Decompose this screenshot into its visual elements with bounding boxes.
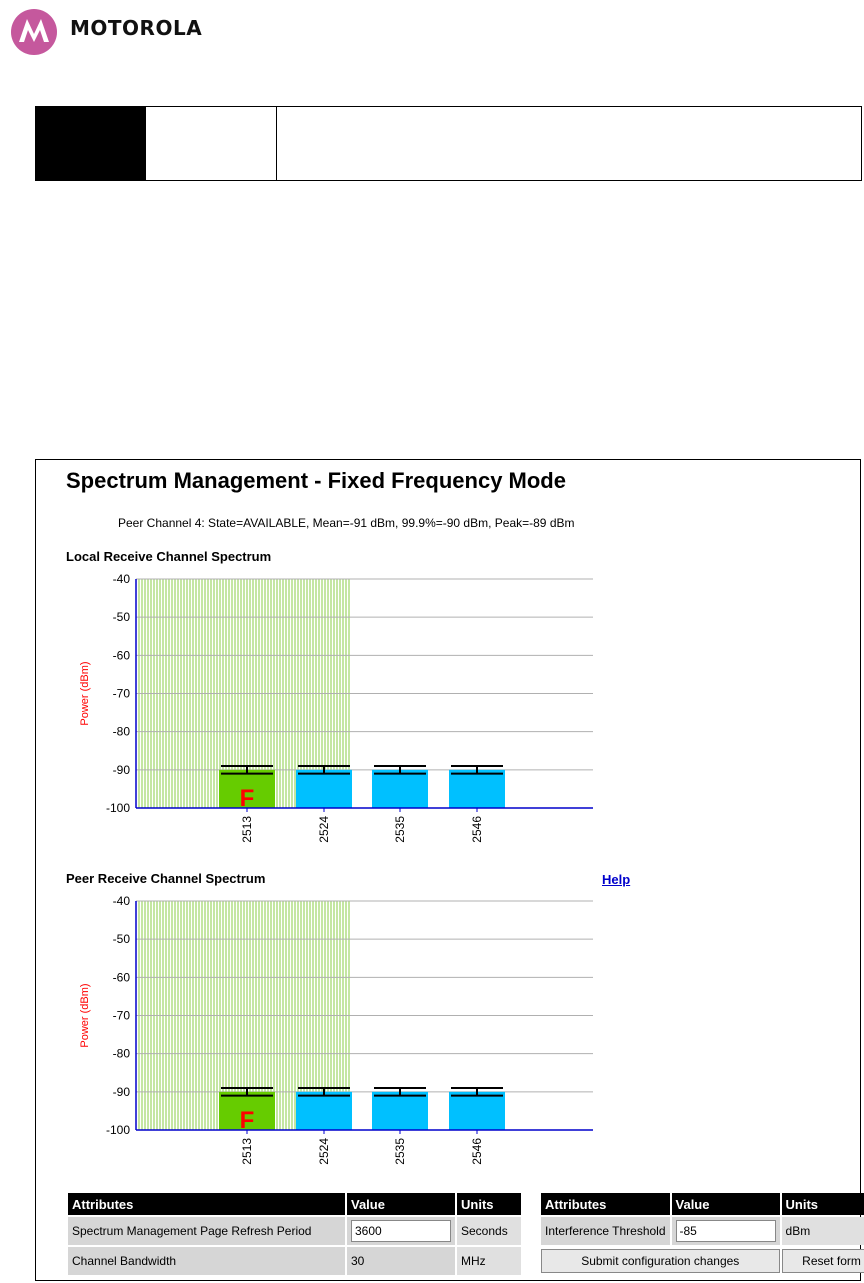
header-box-black-cell [36,107,146,180]
table-row: Spectrum Management Page Refresh Period … [68,1217,521,1245]
y-axis-label: Power (dBm) [79,661,91,725]
peer-channel-info: Peer Channel 4: State=AVAILABLE, Mean=-9… [118,516,575,530]
y-tick-label: -100 [106,801,130,815]
reset-cell: Reset form [781,1247,864,1275]
table-header: Attributes [541,1193,670,1215]
local-receive-chart: -40 -50 -60 -70 -80 -90 -100 F 2513 2524 2535 2546 P… [79,572,593,843]
x-tick-label: 2546 [470,816,484,843]
x-tick-label: 2535 [393,1138,407,1165]
y-tick-label: -50 [113,610,131,624]
spectrum-management-screenshot: Spectrum Management - Fixed Frequency Mo… [35,459,864,1281]
channel-bandwidth-value: 30 [347,1247,455,1275]
y-tick-label: -50 [113,932,131,946]
channel-bandwidth-label: Channel Bandwidth [68,1247,345,1275]
spectrum-bar [219,769,275,808]
spectrum-bar [449,1091,505,1130]
submit-cell: Submit configuration changes [541,1247,780,1275]
y-tick-label: -100 [106,1123,130,1137]
x-tick-label: 2524 [317,1138,331,1165]
y-tick-label: -80 [113,725,131,739]
spectrum-bar [296,1091,352,1130]
active-channel-marker: F [240,785,255,812]
peer-chart-title: Peer Receive Channel Spectrum [66,871,266,886]
reset-form-button[interactable]: Reset form [781,1249,864,1273]
x-tick-label: 2513 [240,816,254,843]
refresh-period-label: Spectrum Management Page Refresh Period [68,1217,345,1245]
spectrum-bar [219,1091,275,1130]
header-box-right-cell [277,107,861,180]
table-header: Value [671,1193,780,1215]
help-link[interactable]: Help [602,872,631,887]
table-header-row: Attributes Value Units [68,1193,521,1215]
x-tick-label: 2546 [470,1138,484,1165]
y-axis-label: Power (dBm) [79,983,91,1047]
logo-text: MOTOROLA [70,16,203,40]
interference-threshold-input[interactable] [675,1220,776,1242]
left-attributes-table: Attributes Value Units Spectrum Manageme… [66,1191,523,1277]
spectrum-bar [372,1091,428,1130]
peer-receive-chart: -40 -50 -60 -70 -80 -90 -100 F 2513 2524 2535 2546 P… [79,894,593,1165]
y-tick-label: -60 [113,648,131,662]
header-box [35,106,862,181]
spectrum-bar [372,769,428,808]
interference-threshold-label: Interference Threshold [541,1217,670,1245]
y-tick-label: -90 [113,763,131,777]
y-tick-label: -40 [113,572,131,586]
table-header: Attributes [68,1193,345,1215]
y-tick-label: -90 [113,1085,131,1099]
y-tick-label: -70 [113,687,131,701]
local-chart-title: Local Receive Channel Spectrum [66,549,272,564]
refresh-period-input[interactable] [351,1220,451,1242]
table-header: Units [781,1193,864,1215]
table-row: Channel Bandwidth 30 MHz [68,1247,521,1275]
x-tick-label: 2513 [240,1138,254,1165]
right-attributes-table: Attributes Value Units Interference Thre… [539,1191,864,1277]
header-box-middle-cell [146,107,277,180]
active-channel-marker: F [240,1107,255,1134]
submit-configuration-button[interactable]: Submit configuration changes [541,1249,780,1273]
motorola-batwing-icon [11,9,57,55]
table-row: Interference Threshold dBm [541,1217,864,1245]
x-tick-label: 2535 [393,816,407,843]
y-tick-label: -40 [113,894,131,908]
spectrum-bar [296,769,352,808]
y-tick-label: -60 [113,970,131,984]
table-header: Value [347,1193,455,1215]
interference-threshold-cell [671,1217,780,1245]
x-tick-label: 2524 [317,816,331,843]
interference-threshold-units: dBm [781,1217,864,1245]
spectrum-bar [449,769,505,808]
table-header: Units [457,1193,521,1215]
page-title: Spectrum Management - Fixed Frequency Mo… [66,468,566,493]
table-row: Submit configuration changes Reset form [541,1247,864,1275]
refresh-period-units: Seconds [457,1217,521,1245]
y-tick-label: -70 [113,1009,131,1023]
table-header-row: Attributes Value Units [541,1193,864,1215]
refresh-period-cell [347,1217,455,1245]
channel-bandwidth-units: MHz [457,1247,521,1275]
y-tick-label: -80 [113,1047,131,1061]
